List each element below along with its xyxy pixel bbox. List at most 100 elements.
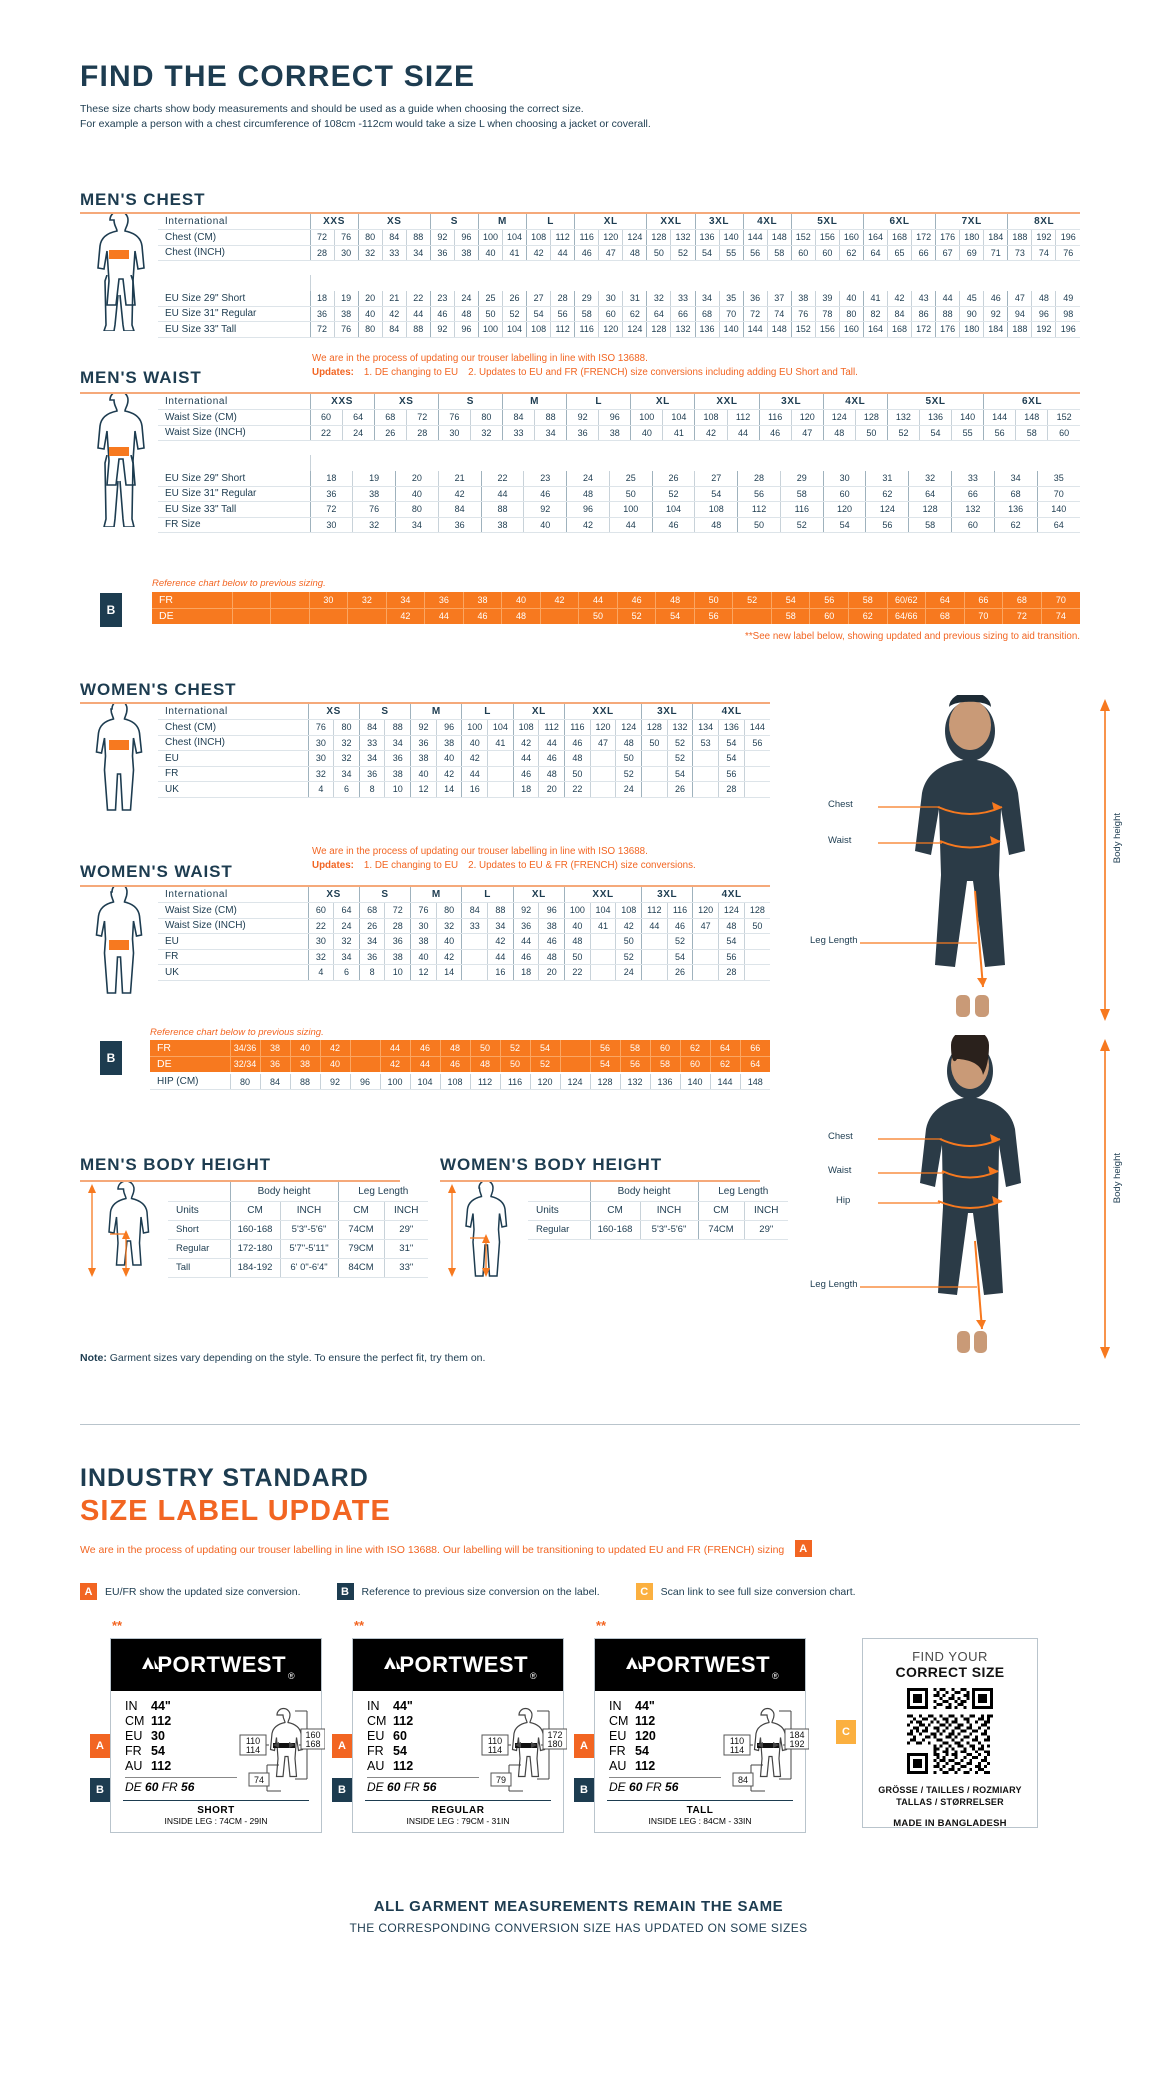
cell: 34 <box>333 766 360 782</box>
cell: 24 <box>615 964 642 981</box>
cell <box>641 949 668 965</box>
measurement-row: CM 112 <box>367 1714 479 1729</box>
cell: 160-168 <box>589 1220 640 1240</box>
cell: 6 <box>333 781 360 798</box>
size-header: 3XL <box>758 394 824 410</box>
cell: 136 <box>918 409 952 426</box>
cell: 20 <box>538 781 565 798</box>
table-row: UK 4 6 8 10 12 14 16 18 20 22 24 26 28 <box>158 964 770 981</box>
cell: 14 <box>435 964 462 981</box>
qr-code-icon[interactable] <box>863 1688 1037 1774</box>
section-divider <box>80 1424 1080 1425</box>
cell: 38 <box>453 245 479 261</box>
badge-a-card: A <box>332 1734 352 1758</box>
cell: 92 <box>410 719 437 736</box>
cell: 70 <box>1040 592 1080 609</box>
mens-waist-table-wrap: International XXS XS S M L XL XXL 3XL 4XL 5XL 6XL Wa… <box>80 390 1080 491</box>
brand-name: PORTWEST <box>641 1652 771 1677</box>
cell: 38 <box>352 486 396 502</box>
cell: 52 <box>615 949 642 965</box>
measurement-value: 112 <box>635 1759 656 1773</box>
cell: 80 <box>229 1074 260 1090</box>
table-row: Chest (CM) 76 80 84 88 92 96 100 104 108 112 116 120… <box>158 719 770 736</box>
size-header: S <box>429 214 479 230</box>
cell: 36 <box>384 750 411 767</box>
cell <box>743 781 770 798</box>
cell: 52 <box>666 735 693 751</box>
size-header: XL <box>512 704 565 720</box>
cell: 48 <box>655 592 695 609</box>
iso-note-line1: We are in the process of updating our tr… <box>312 353 648 364</box>
cell: 56 <box>865 517 909 533</box>
cell: 48 <box>439 1040 470 1057</box>
qr-line-4: TALLAS / STØRRELSER <box>896 1797 1004 1807</box>
cell: 44 <box>405 306 431 322</box>
cell: 50 <box>564 949 591 965</box>
cell: 112 <box>737 501 781 518</box>
cell: 80 <box>469 409 503 426</box>
update-2: 2. Updates to EU and FR (FRENCH) size co… <box>468 367 858 378</box>
svg-text:168: 168 <box>305 1739 320 1749</box>
cell: 100 <box>608 501 653 518</box>
cell: 50 <box>693 592 733 609</box>
cell: 48 <box>822 425 856 441</box>
cell: 132 <box>670 229 695 246</box>
row-label: Regular <box>168 1239 230 1259</box>
cell: 39 <box>814 290 840 307</box>
cell: 42 <box>435 766 462 782</box>
cell: 128 <box>646 229 671 246</box>
card-footer: REGULAR INSIDE LEG : 79CM - 31IN <box>365 1800 551 1826</box>
cell: 46 <box>651 517 695 533</box>
cell: 74CM <box>337 1220 385 1240</box>
mens-body-height-table: Body height Leg Length Units CM INCH CM INCH Sh… <box>168 1182 429 1278</box>
cell: 64/66 <box>886 608 926 624</box>
cell: 30 <box>598 290 623 307</box>
cell: 50 <box>615 750 642 767</box>
cell: 46 <box>512 766 539 782</box>
bh-units-label: Units <box>168 1201 230 1221</box>
cell: 22 <box>564 781 591 798</box>
mens-body-height-title: MEN'S BODY HEIGHT <box>80 1155 271 1174</box>
cell: 124 <box>718 902 745 919</box>
badge-a-card: A <box>574 1734 594 1758</box>
legend-row: A EU/FR show the updated size conversion… <box>80 1583 856 1600</box>
cell: 30 <box>307 735 334 751</box>
cell: 112 <box>538 719 565 736</box>
cell: 80 <box>357 229 383 246</box>
cell: 60 <box>809 608 849 624</box>
cell: 64 <box>925 592 965 609</box>
measurement-key: CM <box>367 1714 387 1728</box>
cell: 36 <box>384 933 411 950</box>
cell: 144 <box>743 719 770 736</box>
cell: 44 <box>512 933 539 950</box>
womens-body-height-table: Body height Leg Length Units CM INCH CM INCH Re… <box>528 1182 789 1240</box>
cell: 46 <box>462 608 502 624</box>
mens-reference-note: Reference chart below to previous sizing… <box>152 578 326 589</box>
womens-ref-table-wrap: FR 34/36 38 40 42 44 46 48 50 52 54 56 58 60 62 64 66 DE 3… <box>150 1040 770 1072</box>
measurement-row: FR 54 <box>609 1744 721 1759</box>
measurement-value: 44" <box>393 1699 413 1713</box>
cell: 36 <box>358 949 385 965</box>
mens-waist-title: MEN'S WAIST <box>80 368 202 387</box>
cell: 48 <box>564 750 591 767</box>
svg-text:172: 172 <box>547 1730 562 1740</box>
iso-note-line1: We are in the process of updating our tr… <box>312 846 648 857</box>
measurement-row: AU 112 <box>367 1759 479 1774</box>
table-top-rule <box>440 1180 760 1182</box>
cell: 64 <box>739 1056 770 1072</box>
size-header: 4XL <box>742 214 792 230</box>
size-header: M <box>410 704 462 720</box>
cell: 108 <box>439 1074 470 1090</box>
size-header: S <box>437 394 503 410</box>
cell: 136 <box>649 1074 680 1090</box>
cell: 56 <box>718 949 745 965</box>
callout-body-height-female: Body height <box>1112 1153 1123 1204</box>
label-figure: 110 114 184 192 84 <box>723 1699 810 1811</box>
brand-name: PORTWEST <box>157 1652 287 1677</box>
size-header: XXL <box>564 887 642 903</box>
cell: 38 <box>790 290 816 307</box>
cell: 100 <box>630 409 663 426</box>
cell: 36 <box>566 425 599 441</box>
measurement-value: 112 <box>635 1714 656 1728</box>
cell: 88 <box>384 719 411 736</box>
